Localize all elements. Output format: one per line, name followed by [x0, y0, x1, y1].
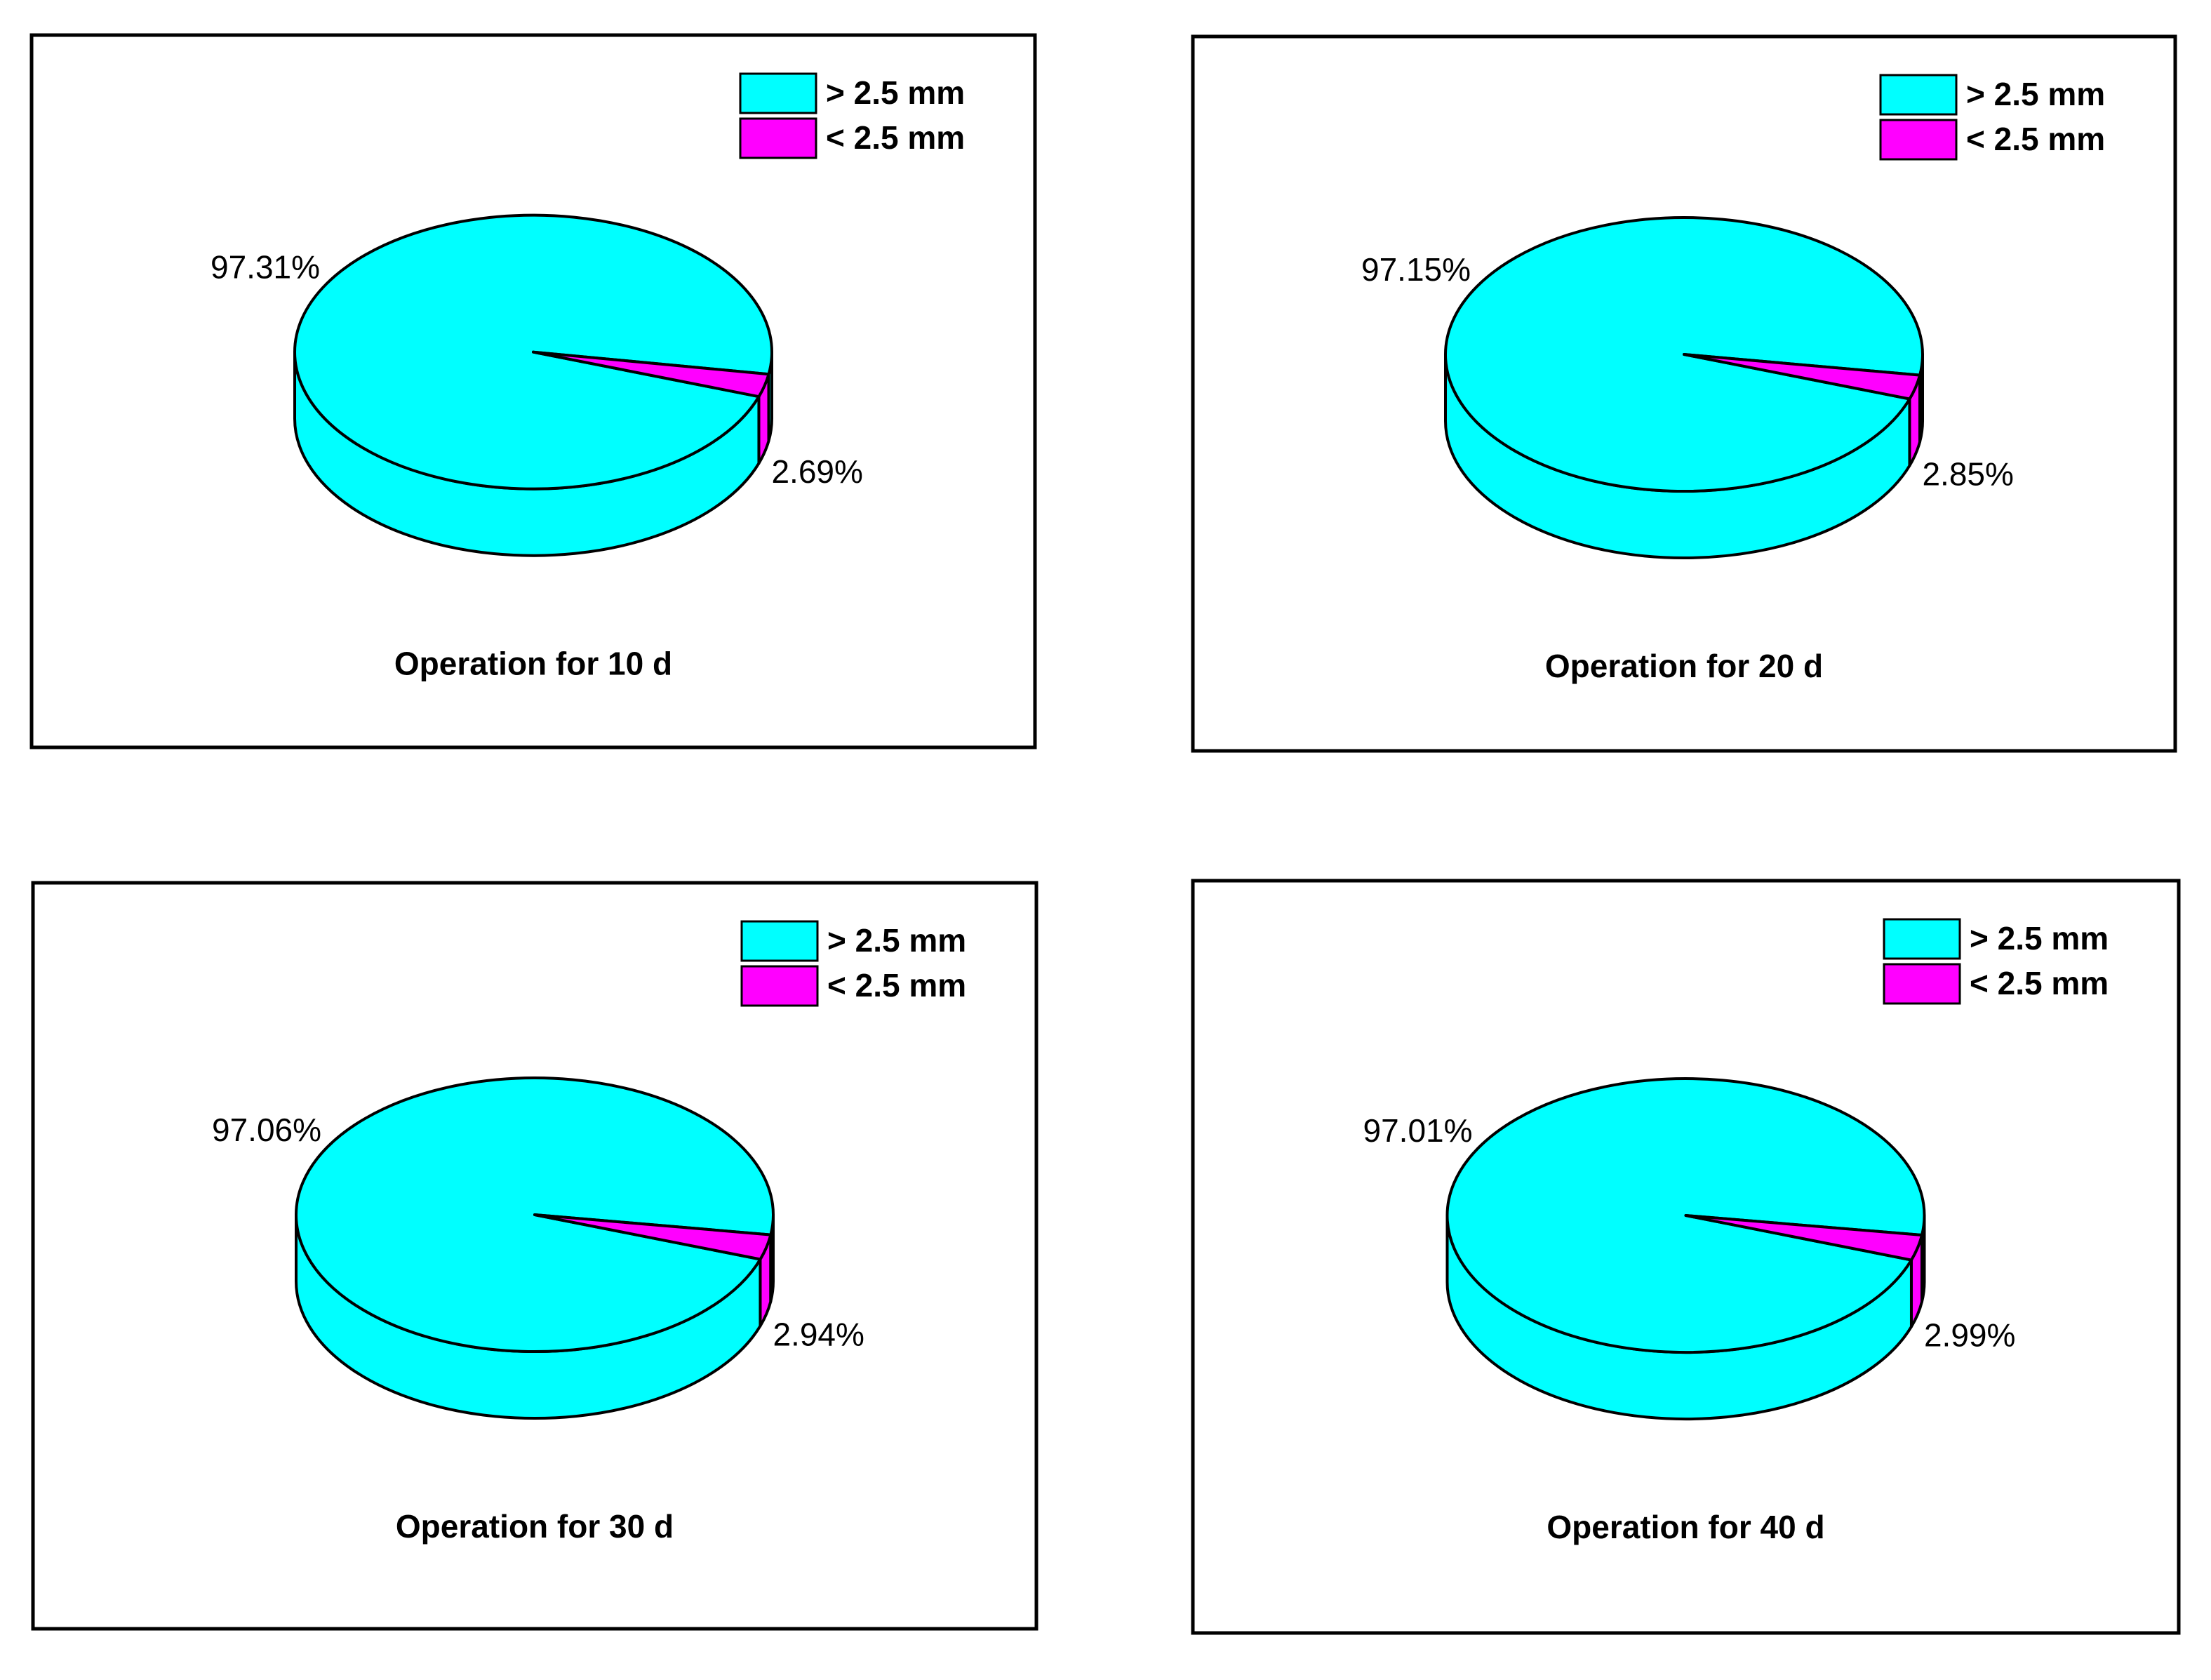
- legend-swatch-small: [1879, 119, 1958, 161]
- pie-slice-small: [532, 350, 770, 399]
- slice-label-small: 2.99%: [1924, 1317, 2015, 1354]
- chart-panel-40d: > 2.5 mm < 2.5 mm 97.01% 2.99% Operation for…: [1191, 879, 2181, 1635]
- legend-swatch-large: [1883, 918, 1961, 960]
- legend-label-large: > 2.5 mm: [1966, 76, 2105, 112]
- chart-panel-30d: > 2.5 mm < 2.5 mm 97.06% 2.94% Operation for…: [31, 881, 1038, 1631]
- legend-label-large: > 2.5 mm: [1970, 920, 2109, 956]
- slice-label-large: 97.06%: [212, 1112, 321, 1148]
- chart-title: Operation for 10 d: [394, 646, 672, 682]
- legend-label-small: < 2.5 mm: [1966, 121, 2105, 157]
- slice-label-large: 97.31%: [211, 249, 320, 286]
- slice-label-small: 2.69%: [771, 453, 862, 490]
- legend-label-small: < 2.5 mm: [827, 967, 966, 1004]
- chart-title: Operation for 20 d: [1545, 648, 1823, 684]
- legend-label-small: < 2.5 mm: [1970, 965, 2109, 1001]
- pie-slice-small: [533, 1213, 773, 1261]
- legend-label-small: < 2.5 mm: [826, 119, 965, 156]
- legend-label-large: > 2.5 mm: [826, 74, 965, 111]
- slice-label-small: 2.94%: [773, 1316, 864, 1353]
- legend-swatch-large: [1879, 74, 1958, 116]
- chart-panel-10d: > 2.5 mm < 2.5 mm 97.31% 2.69% Operation for…: [29, 33, 1037, 749]
- chart-panel-20d: > 2.5 mm < 2.5 mm 97.15% 2.85% Operation for…: [1191, 34, 2177, 753]
- chart-title: Operation for 30 d: [396, 1508, 674, 1545]
- slice-label-large: 97.15%: [1361, 251, 1471, 288]
- pie-slice-small: [1683, 353, 1922, 401]
- legend-swatch-small: [740, 965, 819, 1007]
- legend-swatch-large: [739, 72, 817, 114]
- legend-swatch-small: [1883, 963, 1961, 1005]
- slice-label-small: 2.85%: [1922, 455, 2013, 492]
- legend-swatch-small: [739, 117, 817, 159]
- legend-swatch-large: [740, 920, 819, 962]
- legend-label-large: > 2.5 mm: [827, 922, 966, 959]
- chart-title: Operation for 40 d: [1547, 1509, 1824, 1545]
- slice-label-large: 97.01%: [1363, 1112, 1473, 1149]
- pie-slice-small: [1684, 1214, 1923, 1262]
